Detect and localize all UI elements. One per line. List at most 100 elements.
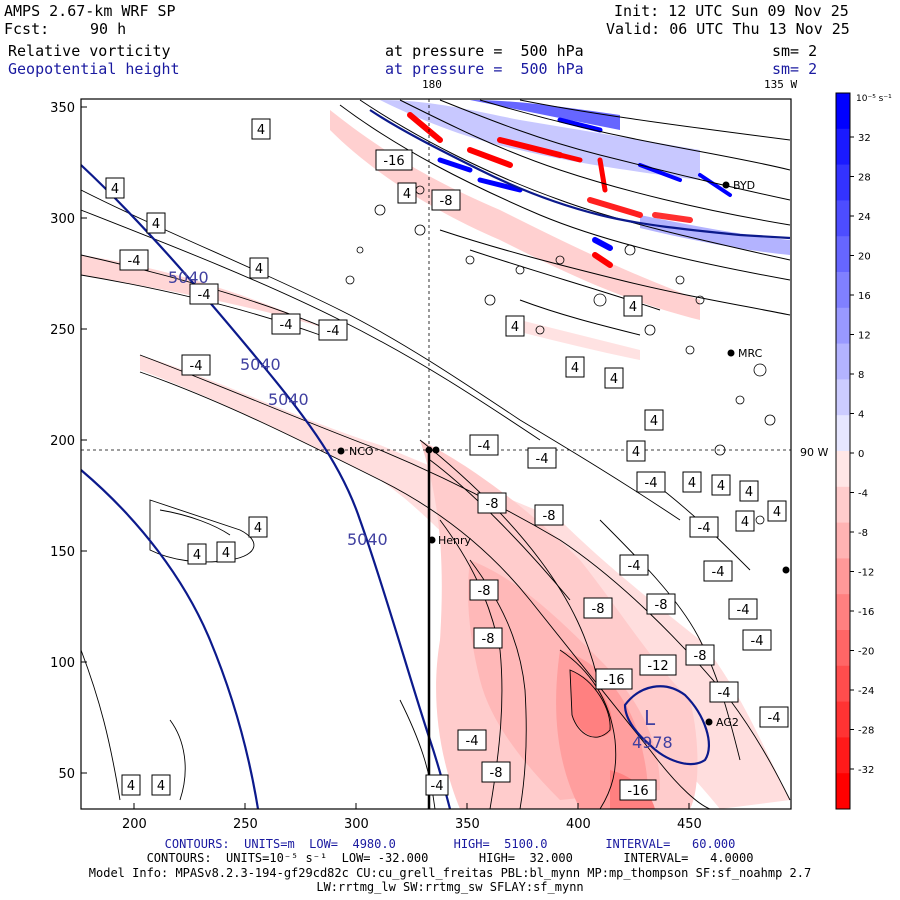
height-contour-info: CONTOURS: UNITS=m LOW= 4980.0 HIGH= 5100…	[164, 837, 736, 851]
y-tick-label: 100	[50, 656, 75, 671]
station-dot	[782, 566, 790, 574]
colorbar-swatch	[836, 630, 850, 667]
colorbar-tick-label: 28	[858, 173, 871, 184]
station-dot	[722, 181, 730, 189]
colorbar-tick-label: -32	[858, 765, 874, 776]
station-dot	[727, 349, 735, 357]
contour-label: -4	[198, 288, 211, 303]
height-label: 5040	[347, 530, 388, 549]
contour-label: -8	[543, 509, 556, 524]
contour-label: -4	[190, 359, 203, 374]
model-info: Model Info: MPASv8.2.3-194-gf29cd82c CU:…	[88, 866, 812, 880]
smoothing-2: sm= 2	[772, 60, 818, 78]
contour-label: 4	[511, 320, 519, 335]
low-center-value: 4978	[632, 733, 673, 752]
lon-label-180: 180	[422, 78, 442, 91]
contour-label: -4	[737, 603, 750, 618]
colorbar-tick-label: -8	[858, 528, 868, 539]
contour-label: -16	[603, 673, 624, 688]
station-label: AG2	[716, 716, 739, 729]
colorbar-swatch	[836, 379, 850, 416]
colorbar-tick-label: 0	[858, 449, 864, 460]
vorticity-contour-info: CONTOURS: UNITS=10⁻⁵ s⁻¹ LOW= -32.000 HI…	[146, 851, 754, 865]
contour-label: -4	[718, 686, 731, 701]
colorbar-swatch	[836, 236, 850, 273]
contour-label: -4	[128, 254, 141, 269]
contour-label: -4	[751, 634, 764, 649]
contour-label: -8	[478, 584, 491, 599]
contour-label: -16	[383, 154, 404, 169]
colorbar-swatch	[836, 701, 850, 738]
y-tick-label: 300	[50, 212, 75, 227]
contour-label: 4	[688, 476, 696, 491]
colorbar-swatch	[836, 307, 850, 345]
field-vorticity-label: Relative vorticity	[8, 42, 171, 60]
contour-label: -8	[482, 632, 495, 647]
colorbar-swatch	[836, 737, 850, 774]
colorbar-swatch	[836, 558, 850, 595]
x-tick-label: 300	[344, 817, 369, 832]
colorbar-tick-label: -16	[858, 607, 874, 618]
vorticity-labels: 4 4 4 4 4 4 4 4 4 4 4 4 4 4 4 4 4 4 4 -4…	[105, 118, 789, 801]
model-title: AMPS 2.67-km WRF SP	[4, 2, 176, 20]
contour-label: 4	[632, 445, 640, 460]
contour-label: 4	[222, 546, 230, 561]
colorbar-tick-label: 4	[858, 410, 864, 421]
contour-label: 4	[717, 479, 725, 494]
contour-label: -4	[768, 711, 781, 726]
pressure-level-2: at pressure = 500 hPa	[385, 60, 584, 78]
contour-label: 4	[773, 505, 781, 520]
station-dot	[705, 718, 713, 726]
contour-label: -16	[627, 784, 648, 799]
station-label: Henry	[438, 534, 472, 547]
contour-label: -4	[478, 439, 491, 454]
colorbar-tick-label: 12	[858, 331, 871, 342]
y-tick-label: 50	[58, 767, 75, 782]
model-info-line2: LW:rrtmg_lw SW:rrtmg_sw SFLAY:sf_mynn	[316, 880, 584, 894]
low-center-symbol: L	[644, 706, 656, 730]
x-tick-label: 400	[566, 817, 591, 832]
contour-label: 4	[255, 262, 263, 277]
station-dot	[337, 447, 345, 455]
station-dot	[425, 446, 433, 454]
x-tick-label: 250	[233, 817, 258, 832]
contour-label: 4	[610, 372, 618, 387]
colorbar-tick-label: 32	[858, 133, 871, 144]
colorbar-swatch	[836, 594, 850, 631]
valid-time: Valid: 06 UTC Thu 13 Nov 25	[606, 20, 850, 38]
contour-label: 4	[257, 123, 265, 138]
forecast-label: Fcst:	[4, 20, 50, 38]
colorbar-frame	[835, 92, 851, 810]
contour-label: 4	[745, 485, 753, 500]
contour-label: -8	[490, 766, 503, 781]
x-tick-label: 450	[677, 817, 702, 832]
x-tick-label: 350	[455, 817, 480, 832]
colorbar-swatch	[836, 665, 850, 703]
contour-label: -8	[694, 649, 707, 664]
station-label: BYD	[733, 179, 755, 192]
stations: NCO Henry AG2 MRC BYD	[337, 179, 790, 729]
colorbar-swatch	[836, 128, 850, 166]
lon-label-135w: 135 W	[764, 78, 798, 91]
contour-label: -4	[698, 521, 711, 536]
height-labels: 5040 5040 5040 5040	[168, 268, 388, 549]
colorbar-swatch	[836, 773, 850, 810]
contour-label: -4	[327, 324, 340, 339]
colorbar-tick-label: -12	[858, 568, 874, 579]
colorbar-swatch	[836, 200, 850, 237]
contour-label: 4	[193, 548, 201, 563]
colorbar-swatch	[836, 93, 850, 130]
forecast-hour: 90 h	[90, 20, 127, 38]
pressure-level-1: at pressure = 500 hPa	[385, 42, 584, 60]
contour-label: -12	[647, 659, 668, 674]
station-label: MRC	[738, 347, 763, 360]
field-height-label: Geopotential height	[8, 60, 180, 78]
colorbar-unit: 10⁻⁵ s⁻¹	[856, 94, 892, 104]
x-axis-labels: 200 250 300 350 400 450	[122, 817, 702, 832]
contour-label: 4	[127, 779, 135, 794]
contour-label: -4	[536, 452, 549, 467]
smoothing-1: sm= 2	[772, 42, 818, 60]
colorbar-tick-label: -28	[858, 726, 874, 737]
init-time: Init: 12 UTC Sun 09 Nov 25	[614, 2, 849, 20]
